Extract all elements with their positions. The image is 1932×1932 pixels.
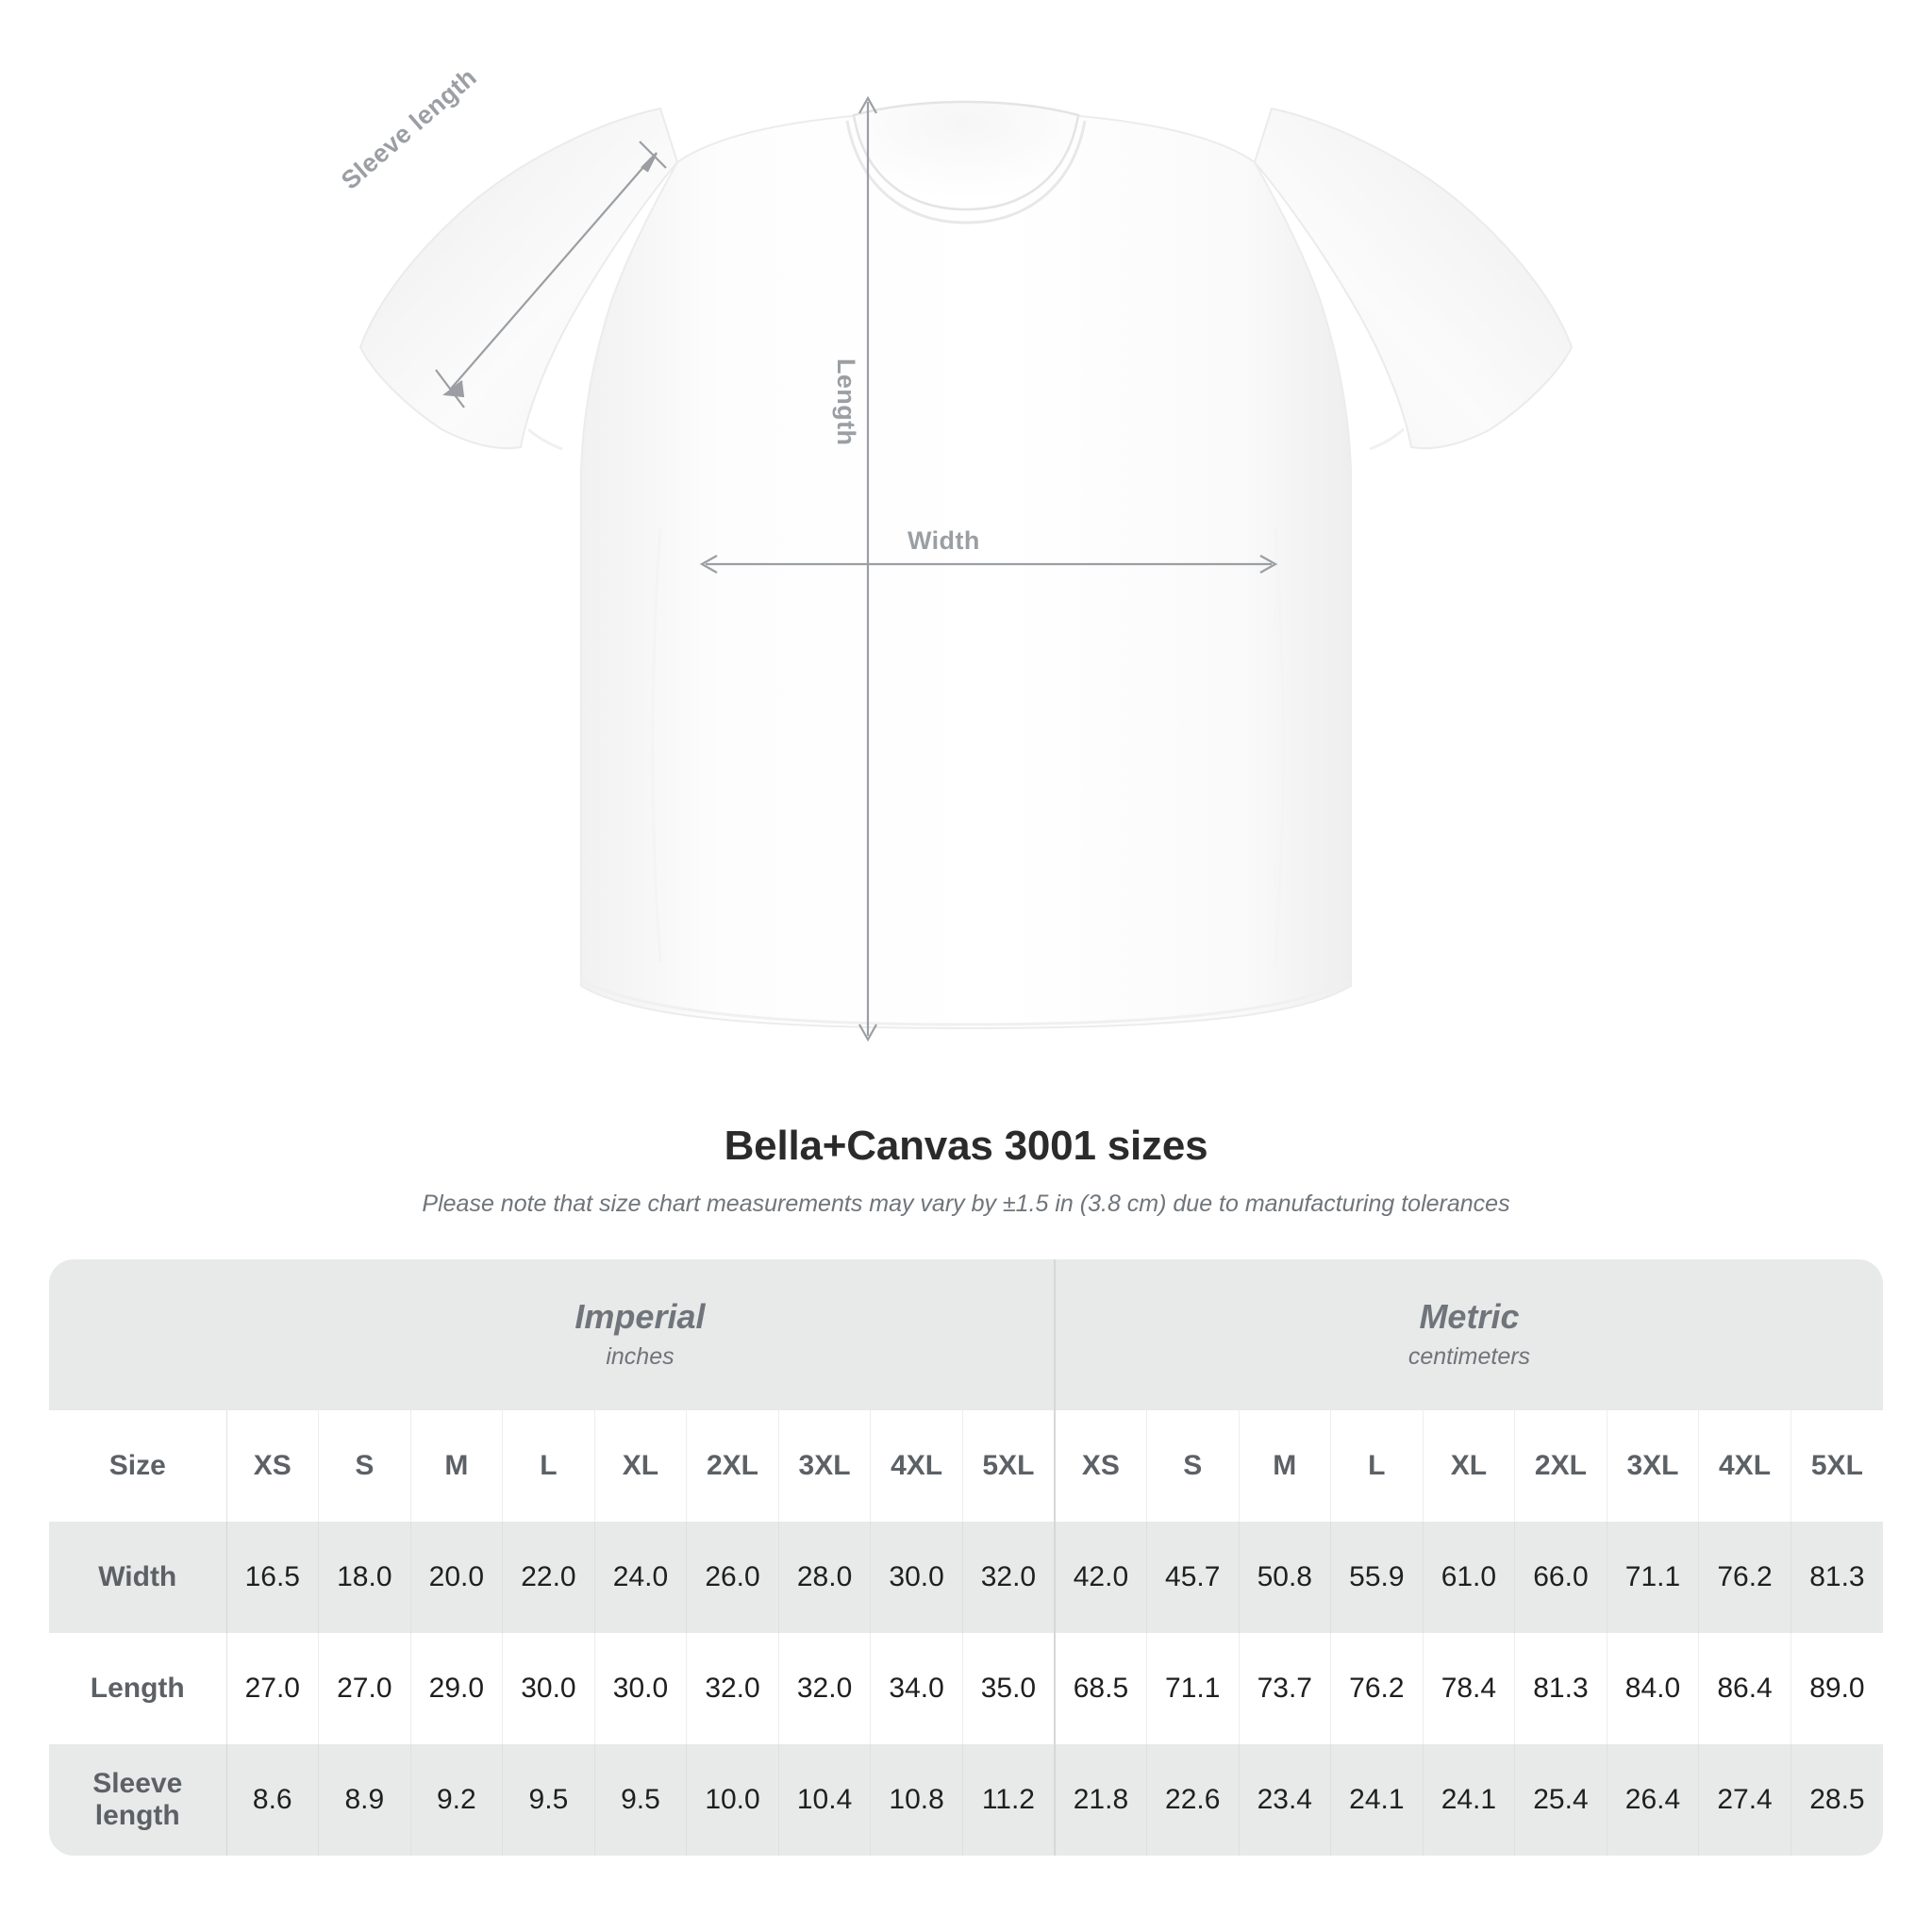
size-chart-heading: Bella+Canvas 3001 sizes Please note that…	[0, 1123, 1932, 1218]
measurement-value-metric: 81.3	[1790, 1522, 1883, 1633]
measurement-value-metric: 28.5	[1790, 1744, 1883, 1856]
measurement-value-metric: 61.0	[1423, 1522, 1516, 1633]
size-column-header: 3XL	[778, 1410, 872, 1522]
unit-name-imperial: Imperial	[575, 1296, 706, 1336]
measurement-value-metric: 66.0	[1514, 1522, 1607, 1633]
size-column-header: 5XL	[962, 1410, 1056, 1522]
measurement-value-imperial: 24.0	[594, 1522, 688, 1633]
measurement-value-metric: 21.8	[1053, 1744, 1147, 1856]
size-column-header: XS	[1053, 1410, 1147, 1522]
measurement-value-metric: 68.5	[1053, 1633, 1147, 1744]
measurement-value-imperial: 28.0	[778, 1522, 872, 1633]
measurement-value-metric: 23.4	[1239, 1744, 1332, 1856]
measurement-value-metric: 81.3	[1514, 1633, 1607, 1744]
measurement-value-imperial: 16.5	[226, 1522, 320, 1633]
unit-group-imperial: Imperial inches	[226, 1259, 1055, 1410]
measurement-value-metric: 42.0	[1053, 1522, 1147, 1633]
size-column-header: 2XL	[1514, 1410, 1607, 1522]
measurement-value-imperial: 18.0	[318, 1522, 411, 1633]
size-column-header: M	[1239, 1410, 1332, 1522]
size-chart-table-container: Imperial inches Metric centimeters Size …	[49, 1259, 1883, 1856]
measurement-value-metric: 26.4	[1607, 1744, 1700, 1856]
tolerance-note: Please note that size chart measurements…	[422, 1191, 1510, 1217]
measurement-value-imperial: 29.0	[410, 1633, 504, 1744]
measurement-value-imperial: 27.0	[226, 1633, 320, 1744]
measurement-value-imperial: 30.0	[502, 1633, 595, 1744]
measurement-value-imperial: 20.0	[410, 1522, 504, 1633]
measurement-value-imperial: 34.0	[870, 1633, 963, 1744]
measurement-value-imperial: 11.2	[962, 1744, 1056, 1856]
size-chart-table: Imperial inches Metric centimeters Size …	[49, 1259, 1883, 1856]
unit-group-metric: Metric centimeters	[1053, 1259, 1883, 1410]
size-column-header: S	[1146, 1410, 1240, 1522]
measurement-value-metric: 24.1	[1423, 1744, 1516, 1856]
measurement-value-imperial: 10.8	[870, 1744, 963, 1856]
measurement-value-imperial: 30.0	[594, 1633, 688, 1744]
measurement-value-metric: 55.9	[1330, 1522, 1424, 1633]
size-column-header: 2XL	[686, 1410, 779, 1522]
size-column-header: L	[502, 1410, 595, 1522]
measurement-value-metric: 24.1	[1330, 1744, 1424, 1856]
size-column-header: M	[410, 1410, 504, 1522]
measurement-value-imperial: 27.0	[318, 1633, 411, 1744]
measurement-row-label: Length	[49, 1633, 227, 1744]
measurement-value-imperial: 8.6	[226, 1744, 320, 1856]
table-row: Width 16.5 18.0 20.0 22.0 24.0 26.0 28.0 30.0 32.…	[49, 1522, 1883, 1633]
measurement-value-imperial: 8.9	[318, 1744, 411, 1856]
measurement-row-label: Sleeve length	[49, 1744, 227, 1856]
unit-sub-imperial: inches	[606, 1343, 675, 1371]
size-header-row: Size XS S M L XL 2XL 3XL 4XL 5XL XS S M L XL 2XL 3XL 4XL…	[49, 1410, 1883, 1522]
size-column-header: 4XL	[1698, 1410, 1791, 1522]
tshirt-measurement-diagram: Sleeve length Length Width	[336, 62, 1574, 1042]
width-dimension-label: Width	[908, 526, 980, 555]
measurement-value-imperial: 32.0	[778, 1633, 872, 1744]
unit-spacer-cell	[49, 1259, 226, 1410]
measurement-value-metric: 22.6	[1146, 1744, 1240, 1856]
size-column-header: L	[1330, 1410, 1424, 1522]
unit-system-header-row: Imperial inches Metric centimeters	[49, 1259, 1883, 1410]
size-column-header: 4XL	[870, 1410, 963, 1522]
measurement-value-metric: 50.8	[1239, 1522, 1332, 1633]
length-dimension-label: Length	[832, 358, 860, 446]
measurement-value-imperial: 32.0	[686, 1633, 779, 1744]
measurement-value-metric: 71.1	[1607, 1522, 1700, 1633]
measurement-value-imperial: 32.0	[962, 1522, 1056, 1633]
measurement-value-metric: 84.0	[1607, 1633, 1700, 1744]
measurement-value-imperial: 10.0	[686, 1744, 779, 1856]
measurement-value-metric: 45.7	[1146, 1522, 1240, 1633]
size-column-header: XL	[1423, 1410, 1516, 1522]
tshirt-image	[358, 95, 1574, 1042]
measurement-value-imperial: 26.0	[686, 1522, 779, 1633]
size-column-header: S	[318, 1410, 411, 1522]
measurement-value-metric: 86.4	[1698, 1633, 1791, 1744]
size-header-label: Size	[49, 1410, 227, 1522]
table-row: Length 27.0 27.0 29.0 30.0 30.0 32.0 32.0 34.0 35…	[49, 1633, 1883, 1744]
measurement-value-metric: 27.4	[1698, 1744, 1791, 1856]
tshirt-silhouette	[358, 100, 1574, 1030]
measurement-value-metric: 76.2	[1698, 1522, 1791, 1633]
page-title: Bella+Canvas 3001 sizes	[724, 1123, 1208, 1169]
size-column-header: XL	[594, 1410, 688, 1522]
measurement-value-imperial: 22.0	[502, 1522, 595, 1633]
measurement-value-imperial: 10.4	[778, 1744, 872, 1856]
measurement-lines	[435, 95, 1278, 1042]
measurement-row-label: Width	[49, 1522, 227, 1633]
size-column-header: 3XL	[1607, 1410, 1700, 1522]
size-column-header: 5XL	[1790, 1410, 1883, 1522]
measurement-value-imperial: 9.5	[502, 1744, 595, 1856]
measurement-value-metric: 76.2	[1330, 1633, 1424, 1744]
measurement-value-imperial: 30.0	[870, 1522, 963, 1633]
unit-name-metric: Metric	[1419, 1296, 1520, 1336]
measurement-value-metric: 89.0	[1790, 1633, 1883, 1744]
unit-sub-metric: centimeters	[1407, 1343, 1531, 1371]
measurement-value-imperial: 9.2	[410, 1744, 504, 1856]
measurement-value-metric: 78.4	[1423, 1633, 1516, 1744]
measurement-value-metric: 71.1	[1146, 1633, 1240, 1744]
measurement-value-imperial: 9.5	[594, 1744, 688, 1856]
measurement-value-metric: 25.4	[1514, 1744, 1607, 1856]
measurement-value-imperial: 35.0	[962, 1633, 1056, 1744]
measurement-value-metric: 73.7	[1239, 1633, 1332, 1744]
table-row: Sleeve length 8.6 8.9 9.2 9.5 9.5 10.0 10.4 10.8…	[49, 1744, 1883, 1856]
size-column-header: XS	[226, 1410, 320, 1522]
